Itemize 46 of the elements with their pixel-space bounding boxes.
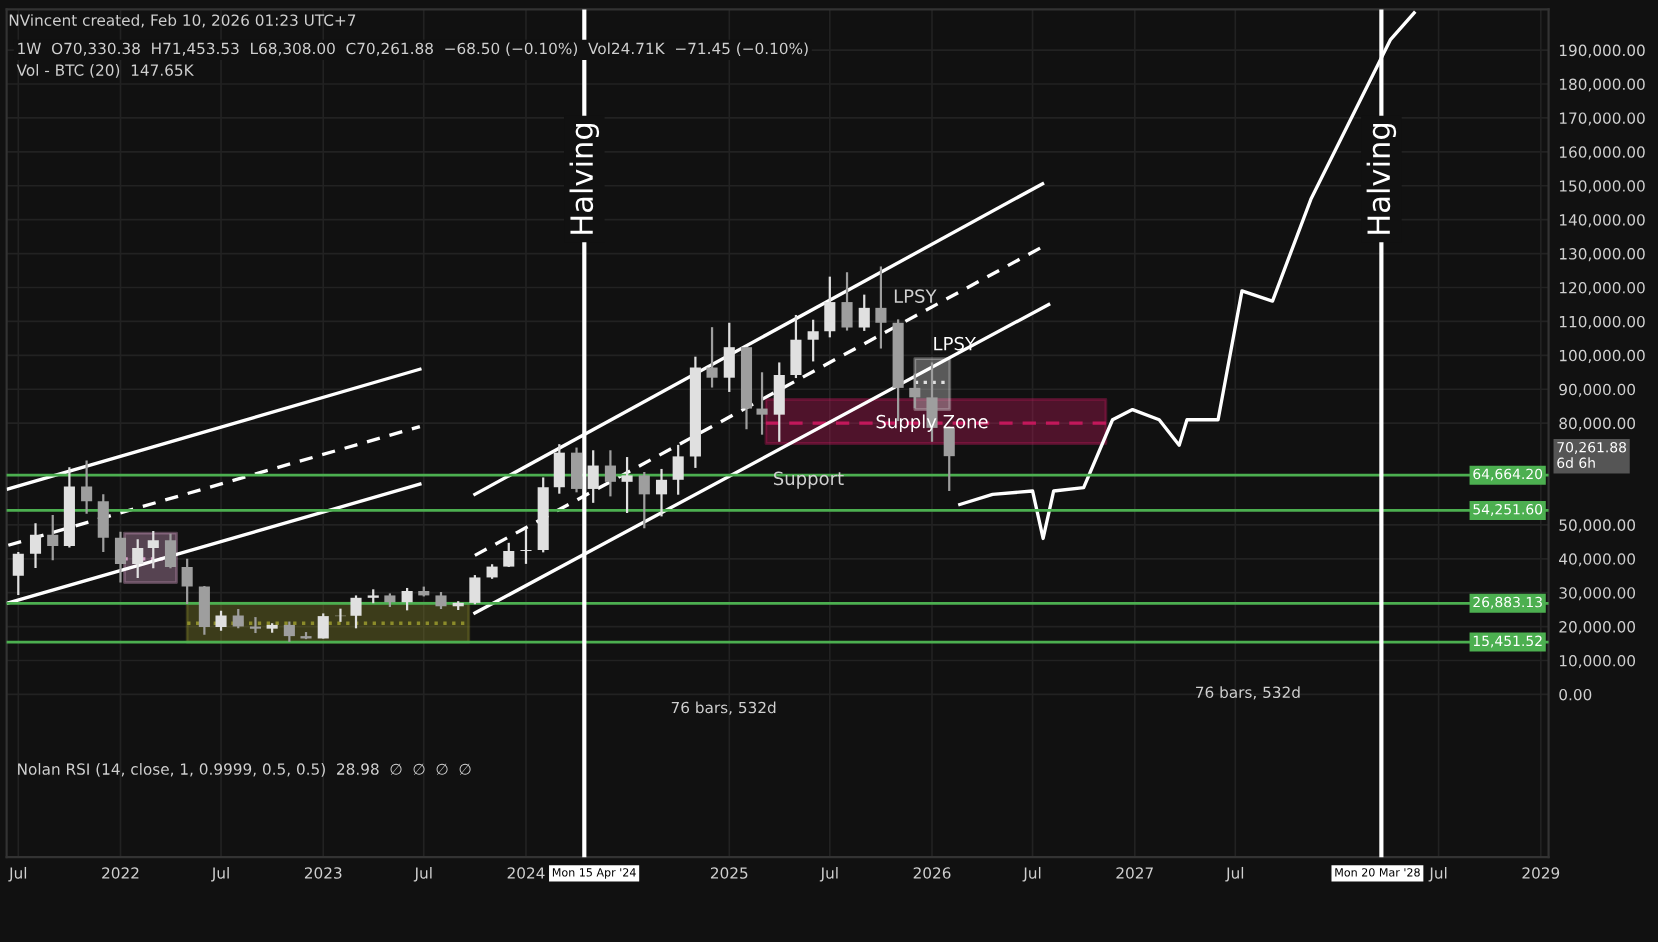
candlestick: [824, 275, 836, 339]
candlestick: [723, 321, 735, 394]
candlestick: [672, 443, 684, 496]
candlestick: [283, 620, 295, 643]
candlestick: [655, 467, 668, 518]
candlestick: [164, 532, 177, 570]
candlestick: [147, 529, 159, 570]
annotation: LPSY: [894, 289, 937, 303]
candlestick: [232, 607, 244, 630]
ref-line-label: Halving: [1366, 124, 1397, 234]
candlestick: [841, 271, 853, 332]
candlestick: [317, 612, 329, 640]
candlestick: [638, 470, 650, 530]
candlestick: [621, 455, 633, 515]
candlestick: [807, 318, 819, 363]
candlestick: [47, 513, 59, 562]
candlestick: [570, 446, 583, 494]
candlestick: [114, 530, 127, 584]
candlestick: [198, 584, 210, 636]
candlestick: [553, 443, 565, 495]
candlestick: [520, 527, 532, 565]
candlestick: [469, 573, 481, 606]
annotation: Support: [773, 471, 844, 489]
candlestick: [756, 371, 768, 436]
candlestick: [12, 550, 24, 597]
annotation: LPSY: [934, 336, 976, 351]
candlestick: [875, 265, 887, 350]
candlestick: [181, 557, 193, 606]
candlestick: [503, 541, 515, 569]
candlestick: [706, 326, 718, 389]
ref-line-label: Halving: [569, 124, 600, 234]
candlestick: [858, 293, 870, 333]
candlestick: [401, 586, 413, 612]
candlestick: [943, 425, 955, 493]
candlestick: [81, 459, 93, 515]
candlestick: [132, 538, 144, 580]
candlestick: [215, 609, 227, 632]
candlestick: [604, 449, 616, 498]
candlestick: [773, 361, 785, 443]
candlestick: [249, 616, 262, 635]
candlestick: [97, 493, 109, 554]
candlestick: [909, 372, 921, 410]
candlestick: [29, 522, 42, 570]
candlestick: [350, 594, 362, 630]
candlestick: [790, 313, 802, 380]
candlestick: [587, 449, 599, 504]
